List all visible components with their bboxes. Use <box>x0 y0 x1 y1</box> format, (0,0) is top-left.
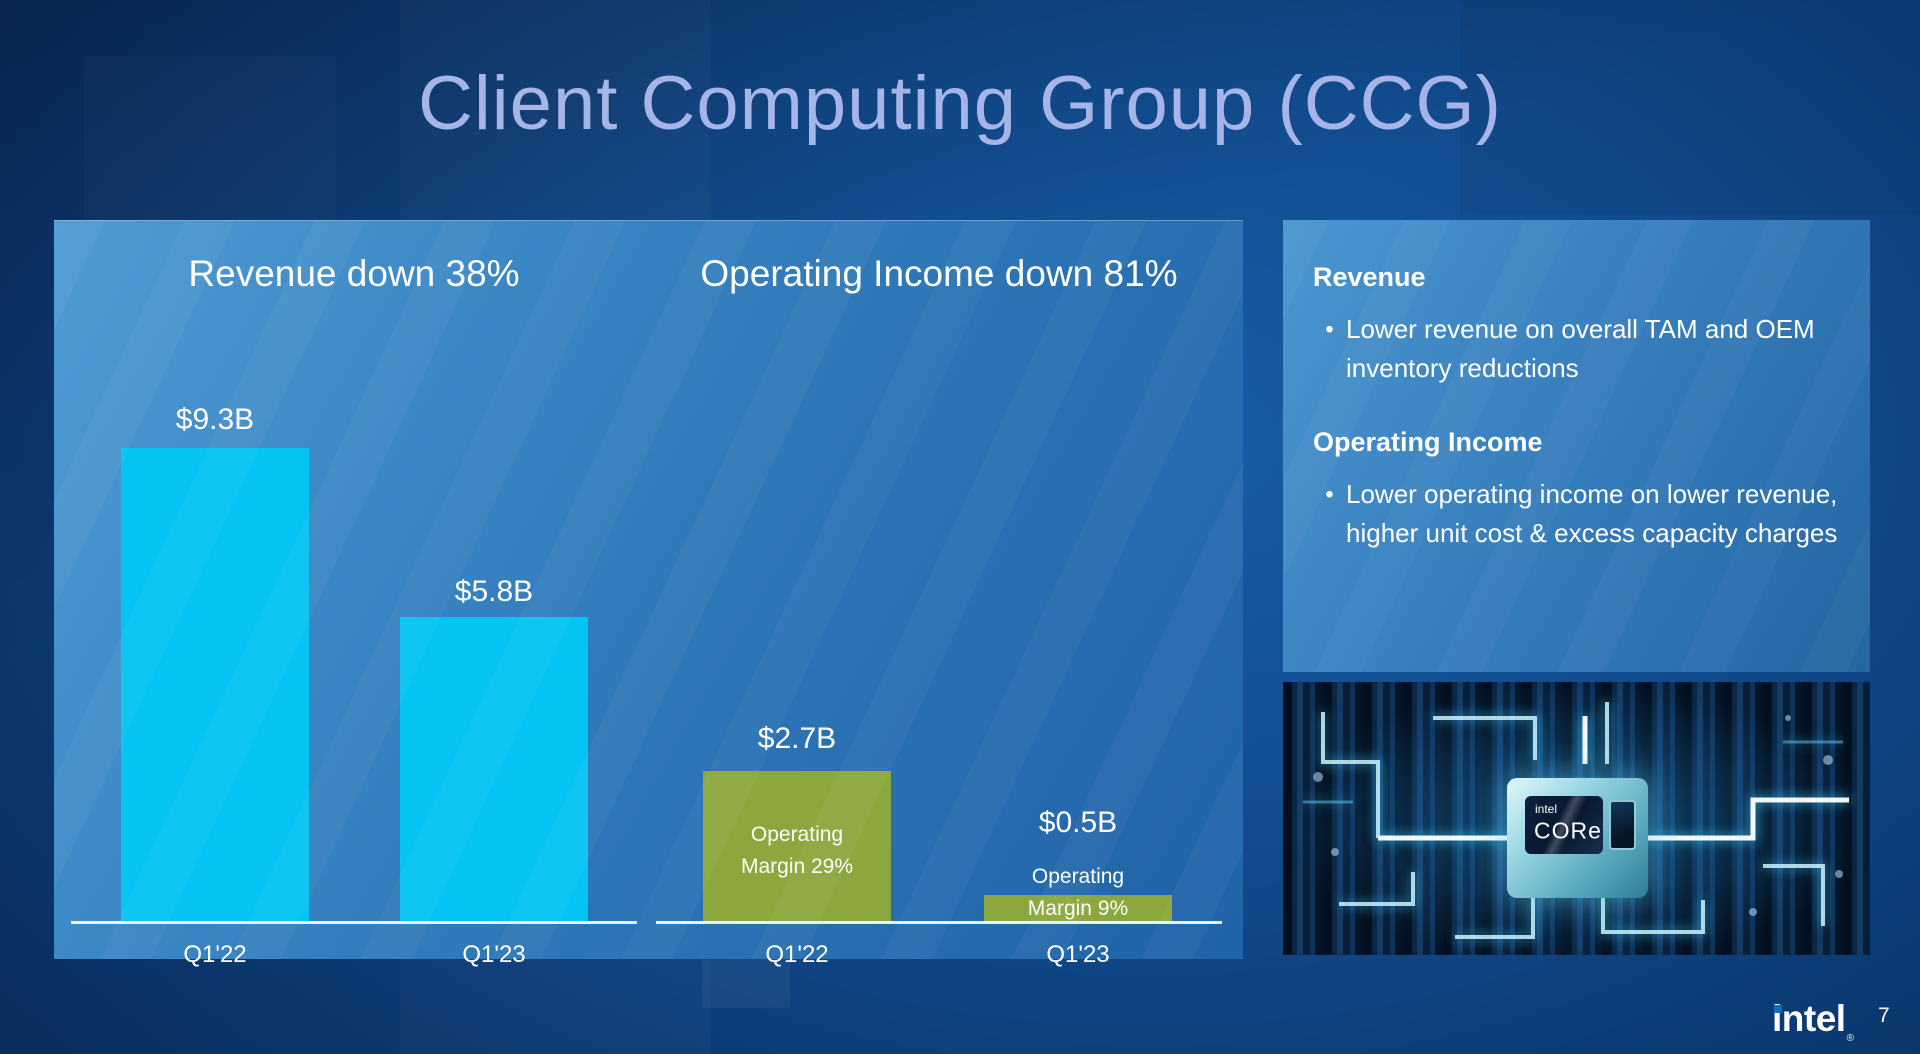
commentary-panel: Revenue • Lower revenue on overall TAM a… <box>1283 220 1870 672</box>
chip-intel-wordmark: intel <box>1535 802 1558 816</box>
chip-badge: intel CORe™ <box>1525 796 1603 854</box>
opincome-q123-value: $0.5B <box>1038 806 1118 839</box>
operating-margin-q122-note: Operating Margin 29% <box>703 819 891 883</box>
opincome-category-q122: Q1'22 <box>765 941 829 968</box>
charts-panel: Revenue down 38% Operating Income down 8… <box>54 220 1243 968</box>
bullet-text: Lower operating income on lower revenue,… <box>1346 479 1838 548</box>
commentary-heading-revenue: Revenue <box>1313 262 1426 292</box>
chip-core-wordmark: CORe™ <box>1534 816 1603 843</box>
bar-revenue-q122 <box>121 448 309 922</box>
commentary-bullet-operating-income: • Lower operating income on lower revenu… <box>1313 475 1846 553</box>
page-title: Client Computing Group (CCG) <box>418 61 1502 146</box>
registered-symbol: ® <box>1846 1033 1854 1044</box>
bullet-dot-icon: • <box>1325 316 1334 343</box>
revenue-chart-title: Revenue down 38% <box>188 253 520 294</box>
background-mosaic-square <box>1460 0 1920 215</box>
bullet-text: Lower revenue on overall TAM and OEM inv… <box>1346 314 1815 383</box>
trademark-symbol: ™ <box>1602 823 1603 832</box>
revenue-category-q123: Q1'23 <box>462 941 526 968</box>
opincome-category-q123: Q1'23 <box>1046 941 1110 968</box>
revenue-x-axis <box>71 921 637 924</box>
processor-photo: intel CORe™ <box>1283 682 1870 955</box>
margin-note-line: Margin 29% <box>740 855 854 878</box>
revenue-q123-value: $5.8B <box>454 575 534 608</box>
opincome-q122-value: $2.7B <box>757 722 837 755</box>
margin-note-line: Operating <box>1031 865 1125 888</box>
revenue-q122-value: $9.3B <box>175 403 255 436</box>
revenue-category-q122: Q1'22 <box>183 941 247 968</box>
commentary-bullet-revenue: • Lower revenue on overall TAM and OEM i… <box>1313 310 1846 388</box>
intel-logo: intel ® <box>1772 998 1882 1044</box>
commentary-heading-operating-income: Operating Income <box>1313 427 1543 457</box>
intel-logo-dot-icon <box>1774 1005 1782 1013</box>
operating-income-chart-title: Operating Income down 81% <box>700 253 1178 294</box>
margin-note-line: Margin 9% <box>1027 897 1129 920</box>
bar-opincome-q122 <box>703 771 891 922</box>
background-mosaic-square <box>702 956 790 1008</box>
operating-margin-q123-note: Operating Margin 9% <box>984 861 1172 925</box>
intel-wordmark: intel <box>1772 998 1846 1039</box>
circuit-traces-graphic <box>1303 702 1849 939</box>
bar-revenue-q123 <box>400 617 588 922</box>
bar-opincome-q123 <box>984 895 1172 922</box>
intel-core-chip: intel CORe™ <box>1507 778 1648 898</box>
chip-secondary-die <box>1609 800 1636 850</box>
bullet-dot-icon: • <box>1325 481 1334 508</box>
page-number: 7 <box>1878 1004 1890 1027</box>
opincome-x-axis <box>656 921 1222 924</box>
margin-note-line: Operating <box>750 823 844 846</box>
